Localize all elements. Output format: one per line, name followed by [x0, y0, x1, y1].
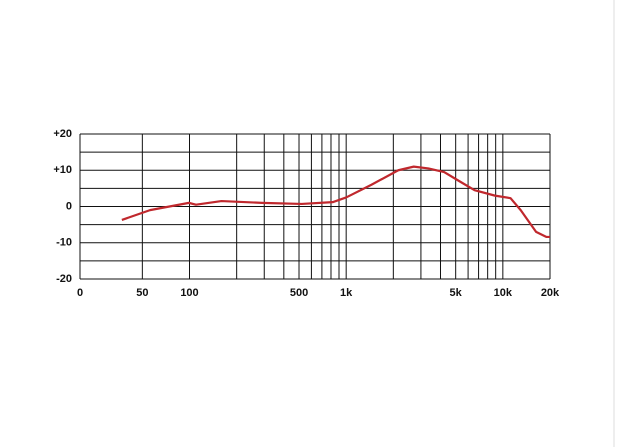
x-tick-label: 1k	[340, 287, 353, 299]
y-tick-label: 0	[66, 200, 72, 212]
x-tick-label: 100	[180, 287, 198, 299]
y-tick-label: -20	[56, 273, 72, 285]
x-tick-label: 50	[136, 287, 148, 299]
x-tick-label: 500	[290, 287, 308, 299]
y-tick-label: +20	[53, 128, 72, 140]
x-tick-label: 20k	[541, 287, 560, 299]
x-tick-label: 5k	[450, 287, 463, 299]
y-tick-label: -10	[56, 237, 72, 249]
x-tick-label: 0	[77, 287, 83, 299]
y-tick-label: +10	[53, 164, 72, 176]
x-tick-label: 10k	[494, 287, 513, 299]
response-line	[121, 165, 550, 239]
